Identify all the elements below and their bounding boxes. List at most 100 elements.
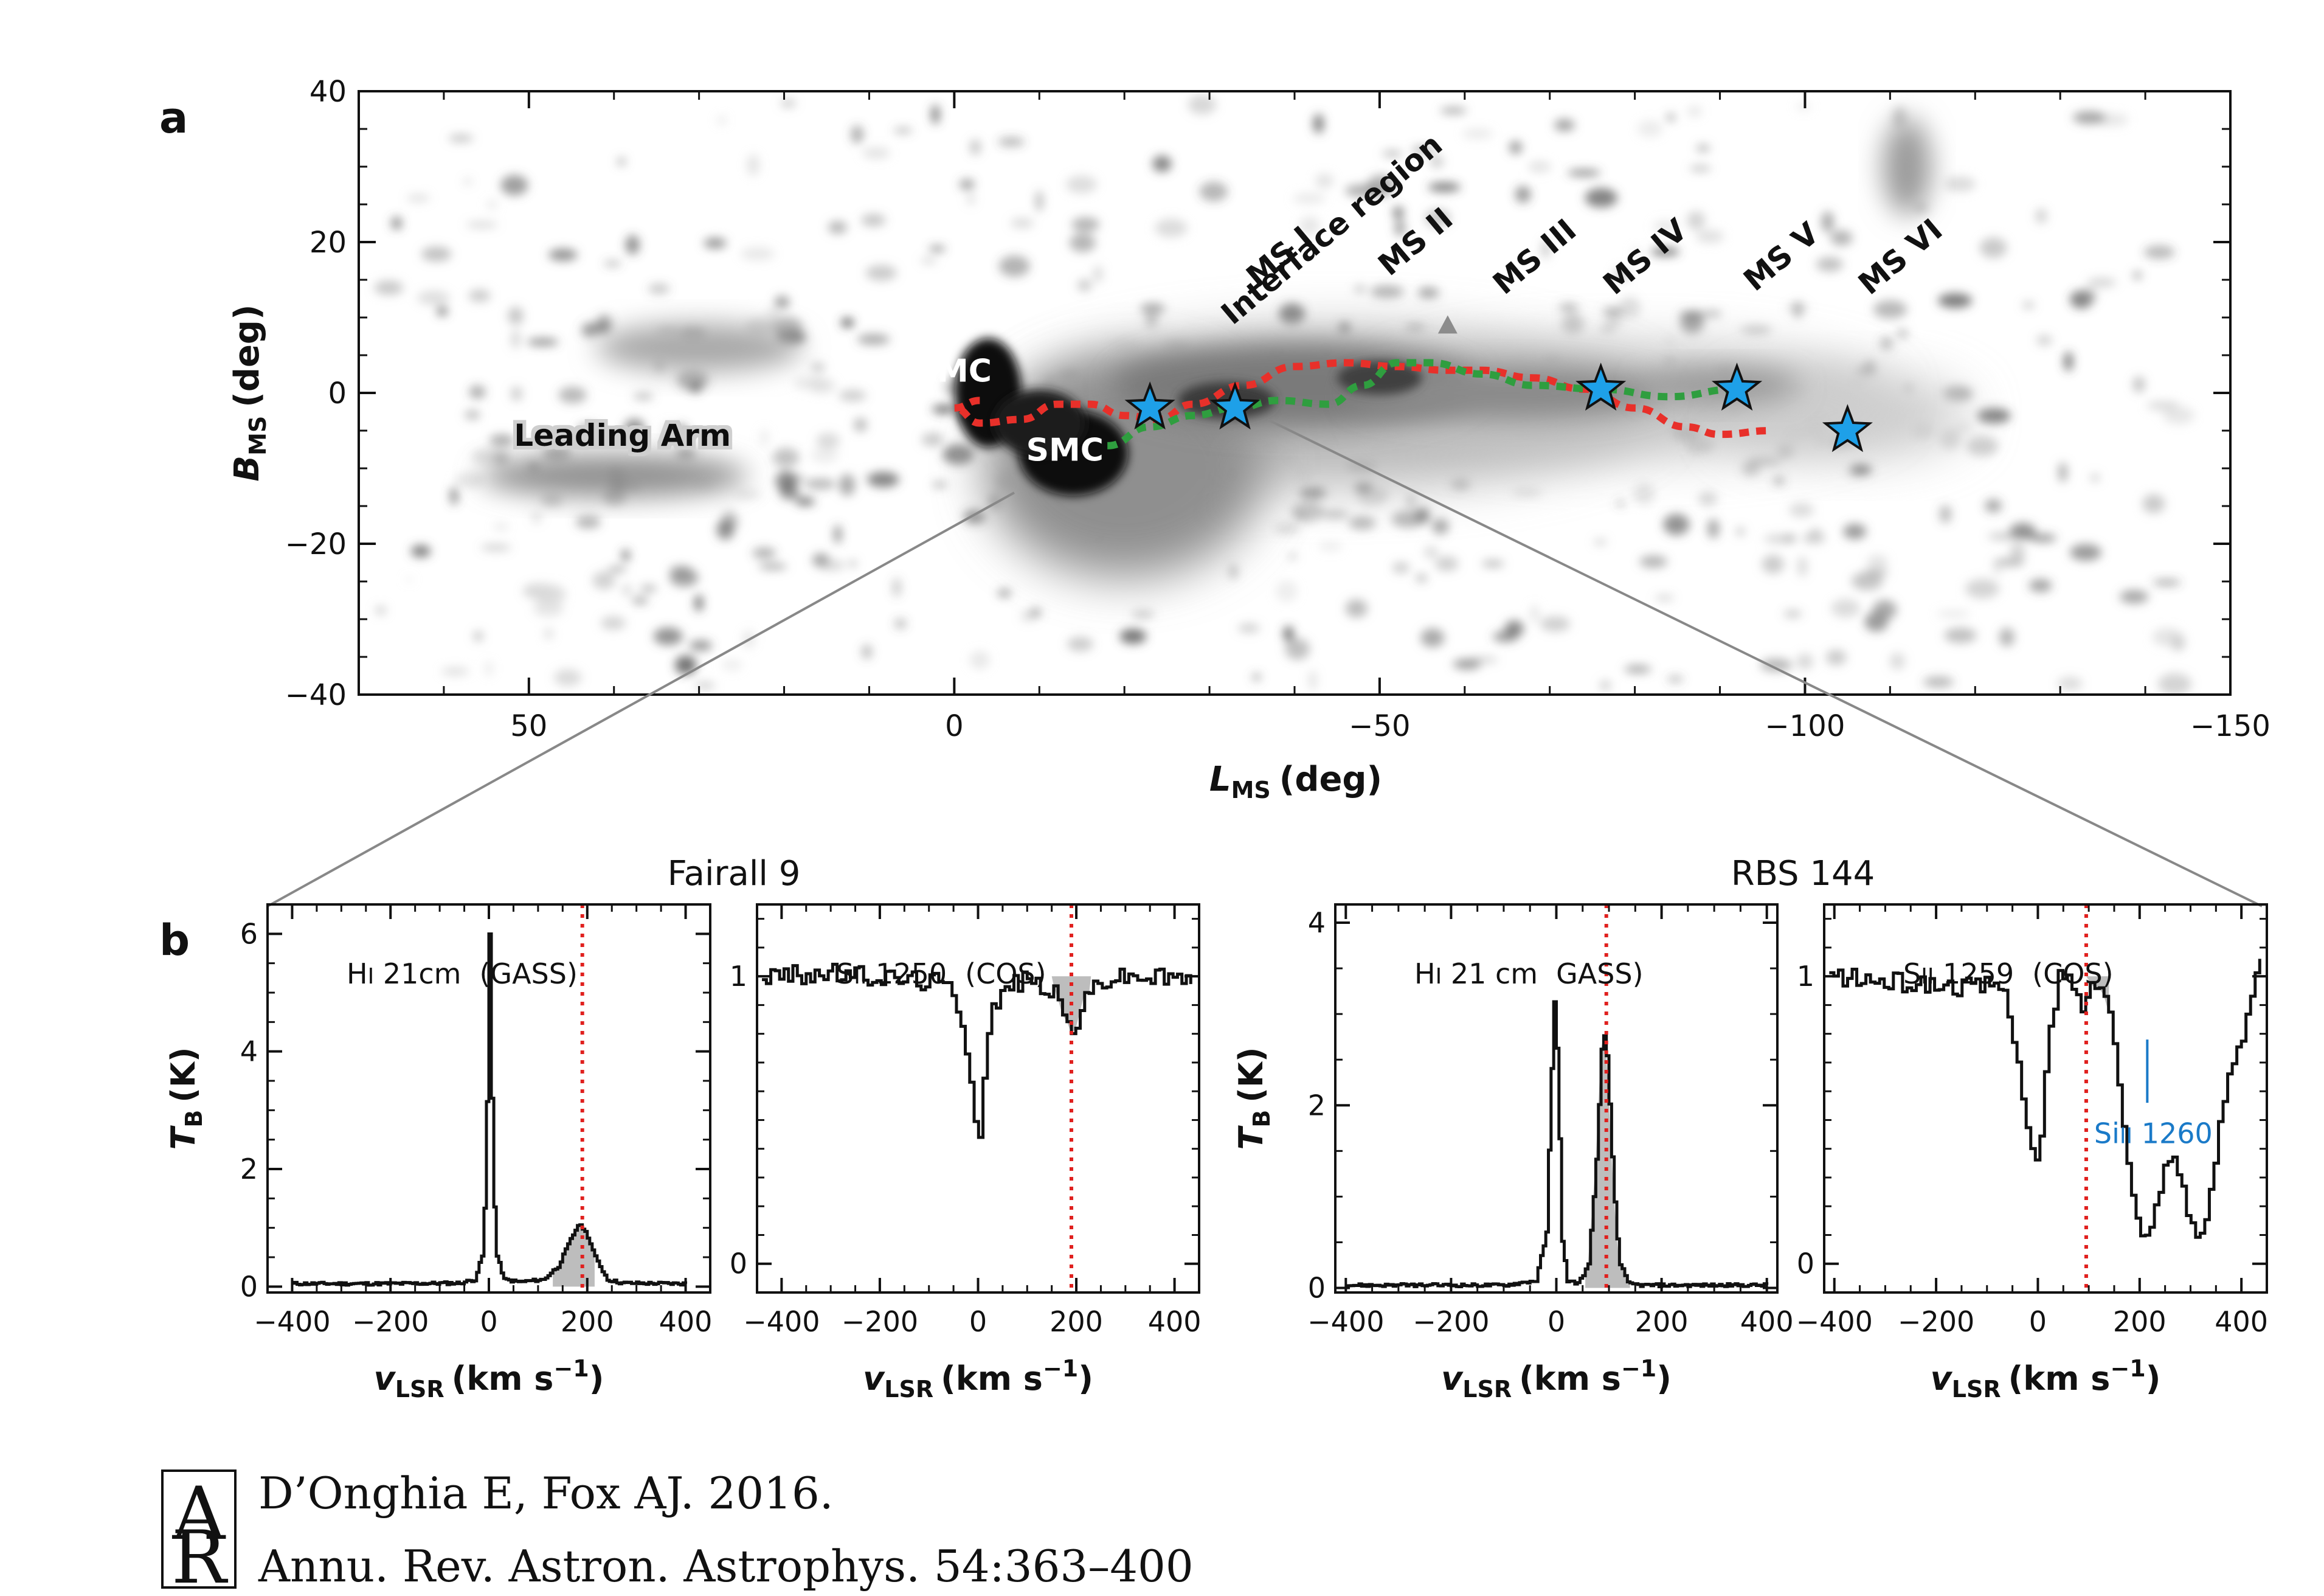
axis-label-x: vLSR (km s−1) bbox=[374, 1355, 604, 1403]
hi-speckle bbox=[1357, 488, 1387, 506]
hi-speckle bbox=[959, 179, 975, 190]
species-source: (GASS) bbox=[479, 957, 577, 990]
hi-speckle bbox=[375, 606, 386, 615]
hi-speckle bbox=[1405, 324, 1425, 331]
hi-speckle bbox=[1512, 489, 1542, 496]
x-axis-subscript: LSR bbox=[1462, 1376, 1512, 1403]
x-tick-label: −200 bbox=[1898, 1305, 1974, 1338]
hi-speckle bbox=[2152, 628, 2183, 646]
hi-speckle bbox=[1655, 595, 1675, 601]
hi-speckle bbox=[735, 491, 762, 498]
y-tick-label-a: 20 bbox=[310, 226, 347, 260]
hi-speckle bbox=[1797, 556, 1808, 577]
hi-speckle bbox=[531, 512, 542, 523]
hi-speckle bbox=[677, 369, 709, 391]
hi-speckle bbox=[1632, 248, 1640, 259]
x-axis-close: ) bbox=[2146, 1359, 2161, 1398]
hi-speckle bbox=[2120, 590, 2149, 604]
hi-speckle bbox=[921, 432, 944, 446]
region-label: MS VI bbox=[1852, 212, 1949, 302]
axis-label-y-a: BMS(deg) bbox=[227, 304, 271, 481]
hi-speckle bbox=[1993, 564, 2002, 575]
hi-speckle bbox=[468, 290, 491, 302]
hi-speckle bbox=[1299, 486, 1327, 499]
hi-speckle bbox=[441, 668, 469, 675]
axis-label-x: vLSR (km s−1) bbox=[1931, 1355, 2161, 1403]
hi-speckle bbox=[1665, 336, 1674, 349]
hi-speckle bbox=[603, 260, 621, 267]
hi-speckle bbox=[841, 317, 854, 328]
x-tick-label: 0 bbox=[480, 1305, 497, 1338]
x-axis-symbol: v bbox=[863, 1359, 885, 1398]
species-ion: II bbox=[854, 964, 866, 989]
hi-speckle bbox=[1093, 265, 1103, 283]
hi-speckle bbox=[533, 585, 566, 605]
hi-speckle bbox=[932, 481, 947, 488]
hi-speckle bbox=[1540, 616, 1571, 632]
hi-speckle bbox=[486, 200, 498, 210]
hi-speckle bbox=[1689, 165, 1712, 172]
hi-emission-map bbox=[374, 94, 2194, 695]
hi-speckle bbox=[1851, 572, 1883, 591]
hi-speckle bbox=[1585, 188, 1618, 208]
hi-speckle bbox=[1637, 120, 1663, 137]
region-label: MS II bbox=[1372, 201, 1460, 283]
hi-speckle bbox=[694, 594, 704, 612]
x-tick-label: −400 bbox=[254, 1305, 330, 1338]
hi-speckle bbox=[2028, 578, 2052, 592]
hi-speckle bbox=[527, 338, 559, 346]
hi-speckle bbox=[1071, 217, 1100, 232]
ar-logo-letter-a: A bbox=[172, 1472, 226, 1556]
hi-speckle bbox=[1145, 314, 1158, 328]
hi-cloud bbox=[1883, 118, 1932, 215]
hi-speckle bbox=[1650, 248, 1680, 256]
hi-speckle bbox=[810, 448, 839, 463]
hi-speckle bbox=[640, 585, 657, 592]
hi-speckle bbox=[2072, 111, 2106, 124]
hi-speckle bbox=[1354, 285, 1366, 293]
hi-speckle bbox=[1131, 611, 1155, 618]
x-tick-label-a: −150 bbox=[2190, 709, 2270, 743]
hi-speckle bbox=[867, 471, 899, 488]
hi-speckle bbox=[2146, 401, 2180, 411]
hi-speckle bbox=[2035, 208, 2047, 224]
y-axis-unit: (K) bbox=[164, 1047, 202, 1102]
y-tick-label: 2 bbox=[240, 1153, 258, 1185]
hi-speckle bbox=[1938, 293, 1973, 308]
hi-speckle bbox=[2158, 673, 2192, 695]
hi-speckle bbox=[2022, 302, 2035, 308]
siII-ion: II bbox=[2120, 1123, 2132, 1148]
axis-label-x-a: LMS (deg) bbox=[1209, 760, 1382, 803]
spectrum-line bbox=[762, 962, 1192, 1139]
x-axis-unit: (km s bbox=[941, 1359, 1043, 1398]
sightline-star bbox=[1575, 363, 1627, 411]
hi-speckle bbox=[473, 631, 483, 642]
hi-speckle bbox=[893, 128, 913, 133]
x-axis-subscript: LSR bbox=[395, 1376, 444, 1403]
hi-speckle bbox=[391, 217, 403, 230]
hi-speckle bbox=[1600, 680, 1611, 691]
hi-speckle bbox=[1783, 610, 1802, 617]
hi-speckle bbox=[942, 444, 975, 465]
hi-speckle bbox=[1803, 532, 1825, 544]
y-tick-label: 6 bbox=[240, 917, 258, 950]
hi-speckle bbox=[1698, 491, 1718, 506]
shaded-component bbox=[2086, 976, 2109, 1013]
hi-speckle bbox=[1554, 119, 1575, 131]
hi-speckle bbox=[1291, 501, 1324, 522]
hi-speckle bbox=[625, 235, 640, 255]
panel-b: b Fairall 9 RBS 144 −400 −200 0 200 4000246H… bbox=[159, 854, 2268, 1403]
hi-speckle bbox=[1939, 505, 1952, 524]
hi-speckle bbox=[1285, 638, 1310, 660]
citation-line-2: Annu. Rev. Astron. Astrophys. 54:363–400 bbox=[258, 1541, 1194, 1592]
x-tick-label: 400 bbox=[659, 1305, 713, 1338]
species-ion: II bbox=[1921, 964, 1934, 989]
hi-speckle bbox=[759, 429, 769, 447]
hi-speckle bbox=[2152, 580, 2181, 586]
hi-speckle bbox=[1594, 539, 1607, 545]
hi-speckle bbox=[1679, 310, 1709, 319]
hi-speckle bbox=[747, 154, 759, 176]
hi-speckle bbox=[1653, 220, 1678, 233]
